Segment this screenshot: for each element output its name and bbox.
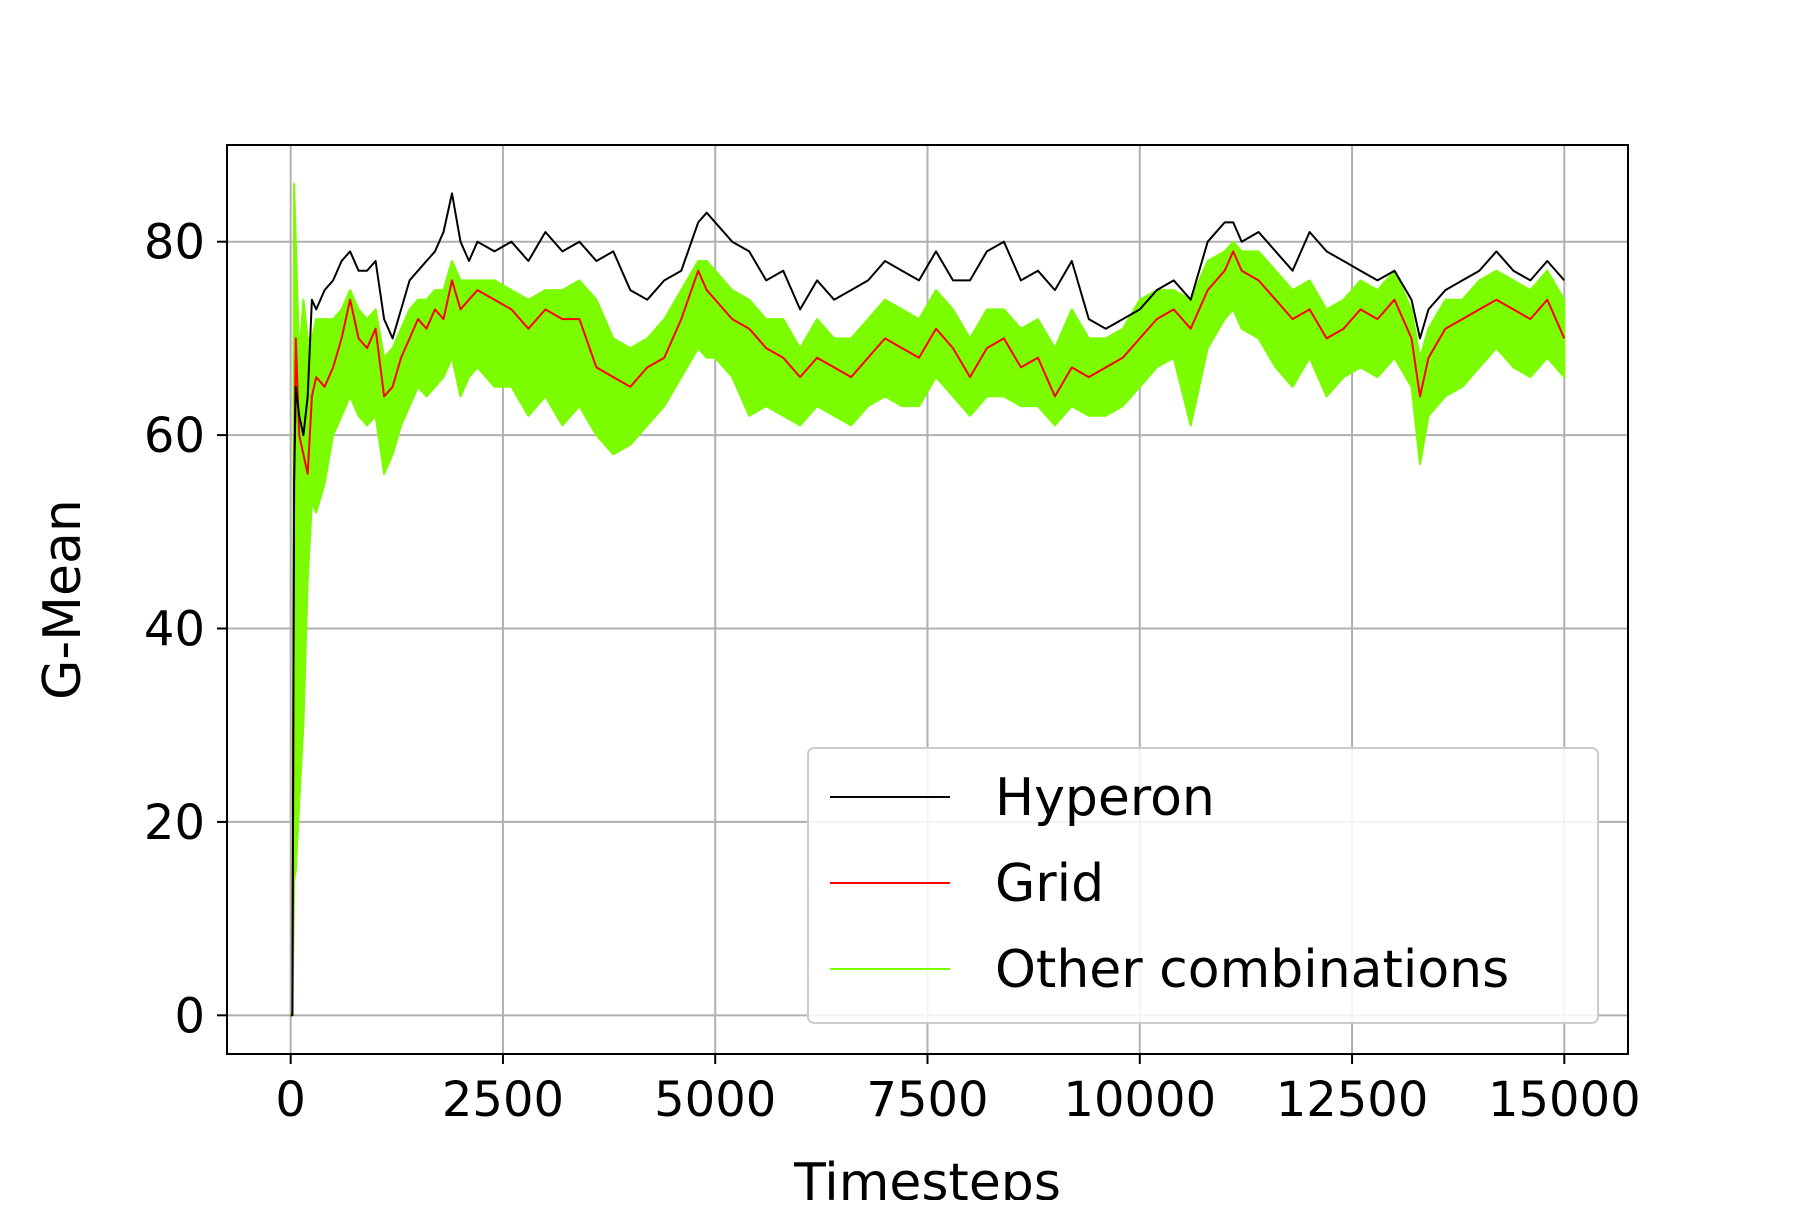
x-tick-label: 0 — [275, 1072, 306, 1128]
x-axis-ticks: 0 2500 5000 7500 10000 12500 15000 — [275, 1054, 1641, 1128]
series-line-grid — [290, 250, 1566, 1017]
y-tick-label: 60 — [144, 408, 205, 464]
y-tick-label: 80 — [144, 215, 205, 271]
x-tick-label: 5000 — [654, 1072, 776, 1128]
y-axis-ticks: 0 20 40 60 80 — [144, 215, 227, 1044]
legend-label-grid: Grid — [995, 854, 1104, 914]
x-tick-label: 10000 — [1063, 1072, 1216, 1128]
y-axis-label: G-Mean — [33, 499, 93, 700]
legend-label-other-combinations: Other combinations — [995, 940, 1509, 1000]
y-tick-label: 20 — [144, 795, 205, 851]
x-tick-label: 2500 — [442, 1072, 564, 1128]
legend-box — [807, 747, 1599, 1024]
series-line-hyperon — [290, 192, 1566, 1017]
x-tick-label: 15000 — [1488, 1072, 1641, 1128]
x-axis-label: Timesteps — [793, 1153, 1061, 1200]
x-tick-label: 12500 — [1276, 1072, 1429, 1128]
y-tick-label: 40 — [144, 602, 205, 658]
legend-label-hyperon: Hyperon — [995, 768, 1215, 828]
x-tick-label: 7500 — [866, 1072, 988, 1128]
y-tick-label: 0 — [174, 988, 205, 1044]
legend: Hyperon Grid Other combinations — [807, 747, 1599, 1024]
series-layer — [289, 182, 1566, 1017]
